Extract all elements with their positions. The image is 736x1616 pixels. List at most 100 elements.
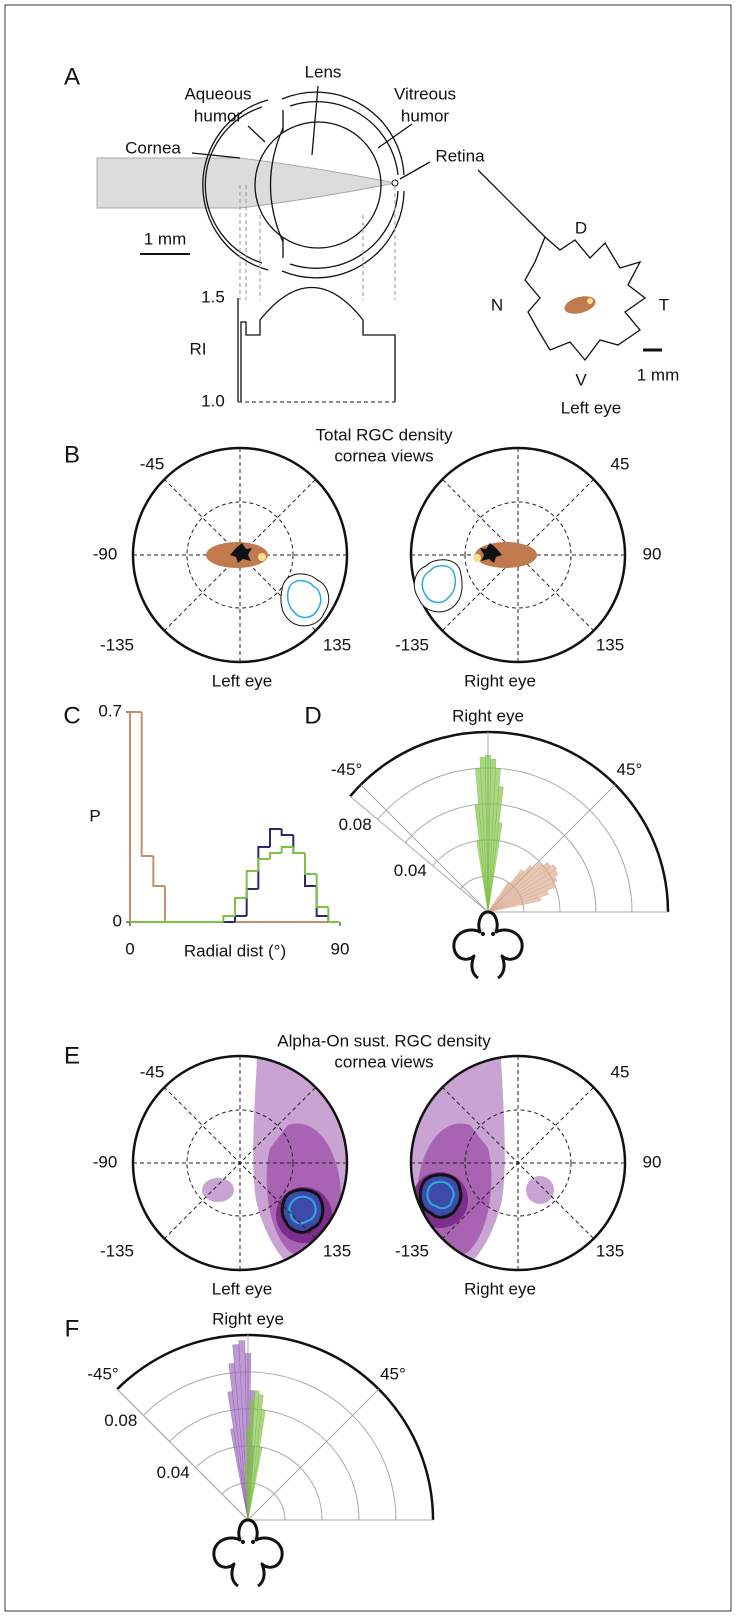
density-map	[202, 1040, 349, 1275]
hist-step	[317, 886, 329, 916]
tick-label: 1.5	[201, 287, 225, 306]
angle-label: -45	[140, 454, 165, 473]
theta-tick-label: -45°	[331, 760, 362, 779]
angle-label: -90	[93, 1152, 118, 1171]
label: T	[659, 295, 669, 314]
panel-label: F	[65, 1315, 80, 1342]
axis-label: RI	[190, 339, 207, 358]
peak-dot	[473, 554, 481, 562]
label: N	[491, 295, 503, 314]
angle-label: 135	[596, 635, 624, 654]
mouse-head	[454, 912, 522, 978]
grid-spoke	[117, 1389, 248, 1520]
label: Vitreous	[394, 84, 456, 103]
r-tick-label: 0.04	[157, 1463, 190, 1482]
label: humor	[194, 106, 243, 125]
hist-step	[328, 907, 340, 922]
panel-label: E	[64, 1042, 80, 1069]
angle-label: 45	[611, 1062, 630, 1081]
page: {"figure": { "A": {"label": "A", "lens":…	[0, 0, 736, 1616]
hist-step	[305, 853, 317, 886]
scale-label: 1 mm	[144, 229, 187, 248]
title: cornea views	[334, 1052, 433, 1071]
hist-step	[282, 847, 294, 853]
x-axis-label: Radial dist (°)	[184, 941, 286, 960]
angle-label: 90	[643, 1152, 662, 1171]
grid-spoke	[361, 785, 488, 912]
density-region	[202, 1178, 234, 1202]
peak-dot	[587, 298, 593, 304]
theta-tick-label: -45°	[87, 1365, 118, 1384]
angle-label: 135	[323, 635, 351, 654]
title: Alpha-On sust. RGC density	[277, 1031, 491, 1050]
label: D	[575, 218, 587, 237]
mouse-eye	[491, 932, 495, 936]
grid-spoke	[248, 1389, 379, 1520]
edge-line	[350, 796, 488, 912]
angle-label: -135	[100, 1241, 134, 1260]
chart-title: Right eye	[452, 706, 524, 725]
panel-label: B	[64, 441, 80, 468]
hist-step	[258, 847, 270, 889]
cornea-view	[133, 448, 347, 662]
angle-label: 45	[611, 454, 630, 473]
angle-label: 135	[323, 1241, 351, 1260]
eye-label: Right eye	[464, 671, 536, 690]
mouse-eye	[241, 1540, 245, 1544]
hist-step	[247, 889, 259, 916]
x-tick-label: 90	[331, 939, 350, 958]
label: Left eye	[561, 398, 622, 417]
hist-step	[317, 874, 329, 907]
angle-label: -135	[395, 1241, 429, 1260]
density-map	[409, 1040, 554, 1275]
hist-step	[165, 886, 177, 922]
mouse-eye	[251, 1540, 255, 1544]
cornea-view	[411, 448, 625, 662]
eye-label: Right eye	[464, 1279, 536, 1298]
retina-point	[392, 180, 398, 186]
hist-step	[258, 859, 270, 871]
label: Lens	[305, 62, 342, 81]
title: cornea views	[334, 446, 433, 465]
label: V	[575, 370, 587, 389]
label: Retina	[435, 146, 485, 165]
angle-label: -135	[395, 635, 429, 654]
panel-label: C	[63, 702, 80, 729]
sclera-arc	[282, 191, 404, 278]
y-tick-label: 0.7	[98, 701, 122, 720]
mouse-head	[214, 1520, 282, 1586]
hist-step	[153, 856, 165, 886]
hist-step	[293, 835, 305, 853]
y-axis-label: P	[89, 806, 100, 825]
label: humor	[401, 106, 450, 125]
tick-label: 1.0	[201, 391, 225, 410]
title: Total RGC density	[316, 425, 453, 444]
figure: A Lens Aqueous humor Vitreous humor Corn…	[0, 0, 736, 1616]
peak-dot	[258, 553, 266, 561]
ri-profile	[238, 288, 395, 403]
density-peak	[562, 293, 597, 317]
angle-label: 135	[596, 1241, 624, 1260]
chart-title: Right eye	[212, 1309, 284, 1328]
angle-label: -135	[100, 635, 134, 654]
mouse-eye	[481, 932, 485, 936]
hist-step	[293, 847, 305, 853]
ri-curve	[241, 288, 395, 403]
hist-step	[282, 829, 294, 835]
hist-step	[270, 829, 282, 847]
y-tick-label: 0	[113, 911, 122, 930]
label: Cornea	[125, 138, 181, 157]
hist-step	[305, 853, 317, 874]
angle-label: -45	[140, 1062, 165, 1081]
panel-label: D	[304, 702, 321, 729]
hist-step	[235, 898, 247, 916]
eye-label: Left eye	[212, 671, 273, 690]
eye-label: Left eye	[212, 1279, 273, 1298]
theta-tick-label: 45°	[380, 1365, 406, 1384]
r-tick-label: 0.04	[394, 861, 427, 880]
sclera-arc	[282, 92, 404, 175]
label: Aqueous	[184, 84, 251, 103]
hist-step	[130, 712, 142, 922]
r-tick-label: 0.08	[339, 815, 372, 834]
theta-tick-label: 45°	[617, 760, 643, 779]
